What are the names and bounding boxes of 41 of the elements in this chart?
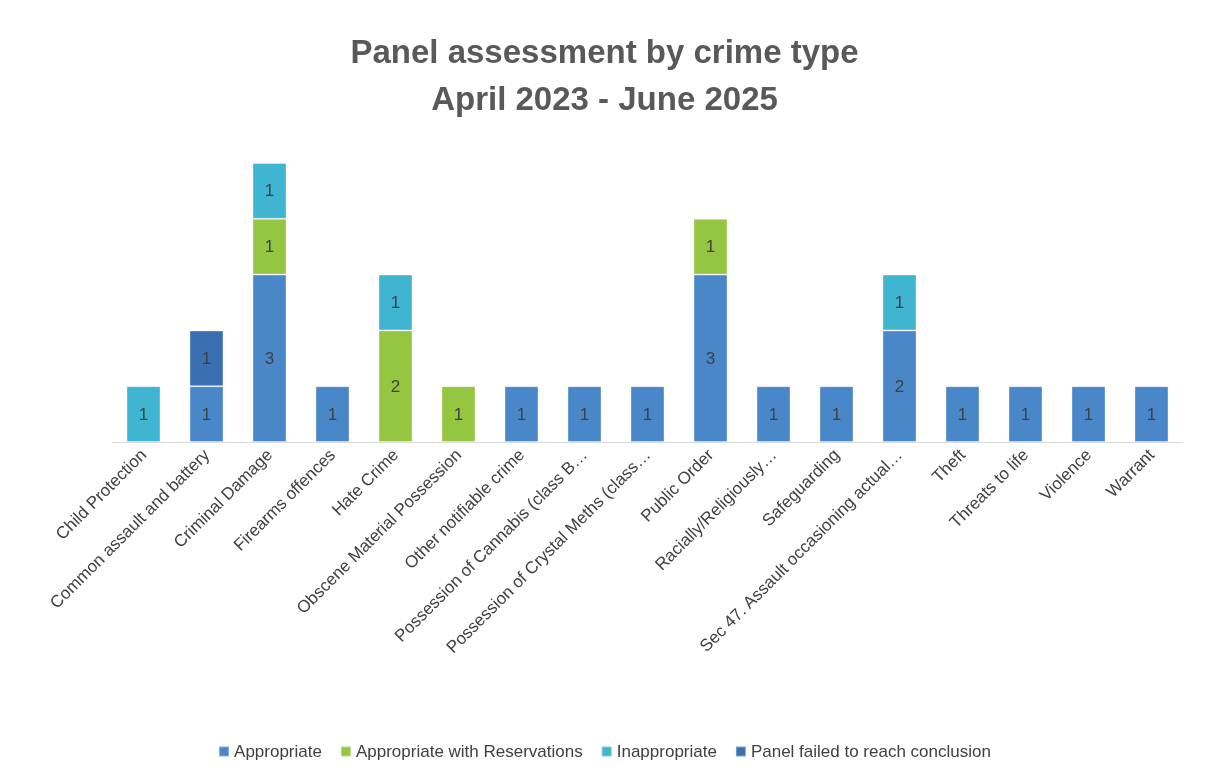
legend-label: Inappropriate <box>616 742 717 761</box>
data-label: 1 <box>1146 404 1157 424</box>
data-label: 1 <box>327 404 338 424</box>
bar <box>1071 386 1106 442</box>
data-label: 1 <box>642 404 653 424</box>
data-label: 1 <box>201 348 212 368</box>
bar <box>315 386 350 442</box>
data-label: 1 <box>579 404 590 424</box>
data-label: 1 <box>957 404 968 424</box>
data-label: 1 <box>894 293 905 312</box>
data-label: 1 <box>264 237 275 257</box>
bar <box>1008 386 1043 442</box>
bar <box>504 386 539 442</box>
bar <box>567 386 602 442</box>
data-label: 1 <box>705 237 716 257</box>
data-label: 1 <box>1083 404 1094 424</box>
legend-label: Panel failed to reach conclusion <box>750 742 991 761</box>
data-label: 1 <box>138 404 149 424</box>
bar <box>756 386 791 442</box>
data-label: 1 <box>390 293 401 312</box>
data-label: 2 <box>390 376 401 396</box>
bar <box>819 386 854 442</box>
data-label: 3 <box>705 348 716 368</box>
bar <box>630 386 665 442</box>
data-label: 1 <box>264 181 275 201</box>
legend-label: Appropriate with Reservations <box>355 742 583 761</box>
data-label: 1 <box>1020 404 1031 424</box>
bar <box>1134 386 1169 442</box>
data-label: 1 <box>201 404 212 424</box>
bar <box>945 386 980 442</box>
data-label: 1 <box>768 404 779 424</box>
chart-title: Panel assessment by crime type <box>350 33 859 70</box>
legend-label: Appropriate <box>234 742 322 761</box>
chart-subtitle: April 2023 - June 2025 <box>431 80 778 117</box>
data-label: 1 <box>516 404 527 424</box>
data-label: 1 <box>453 404 464 424</box>
bar <box>126 386 161 442</box>
data-label: 2 <box>894 376 905 396</box>
data-label: 3 <box>264 348 275 368</box>
bar <box>441 386 476 442</box>
data-label: 1 <box>831 404 842 424</box>
